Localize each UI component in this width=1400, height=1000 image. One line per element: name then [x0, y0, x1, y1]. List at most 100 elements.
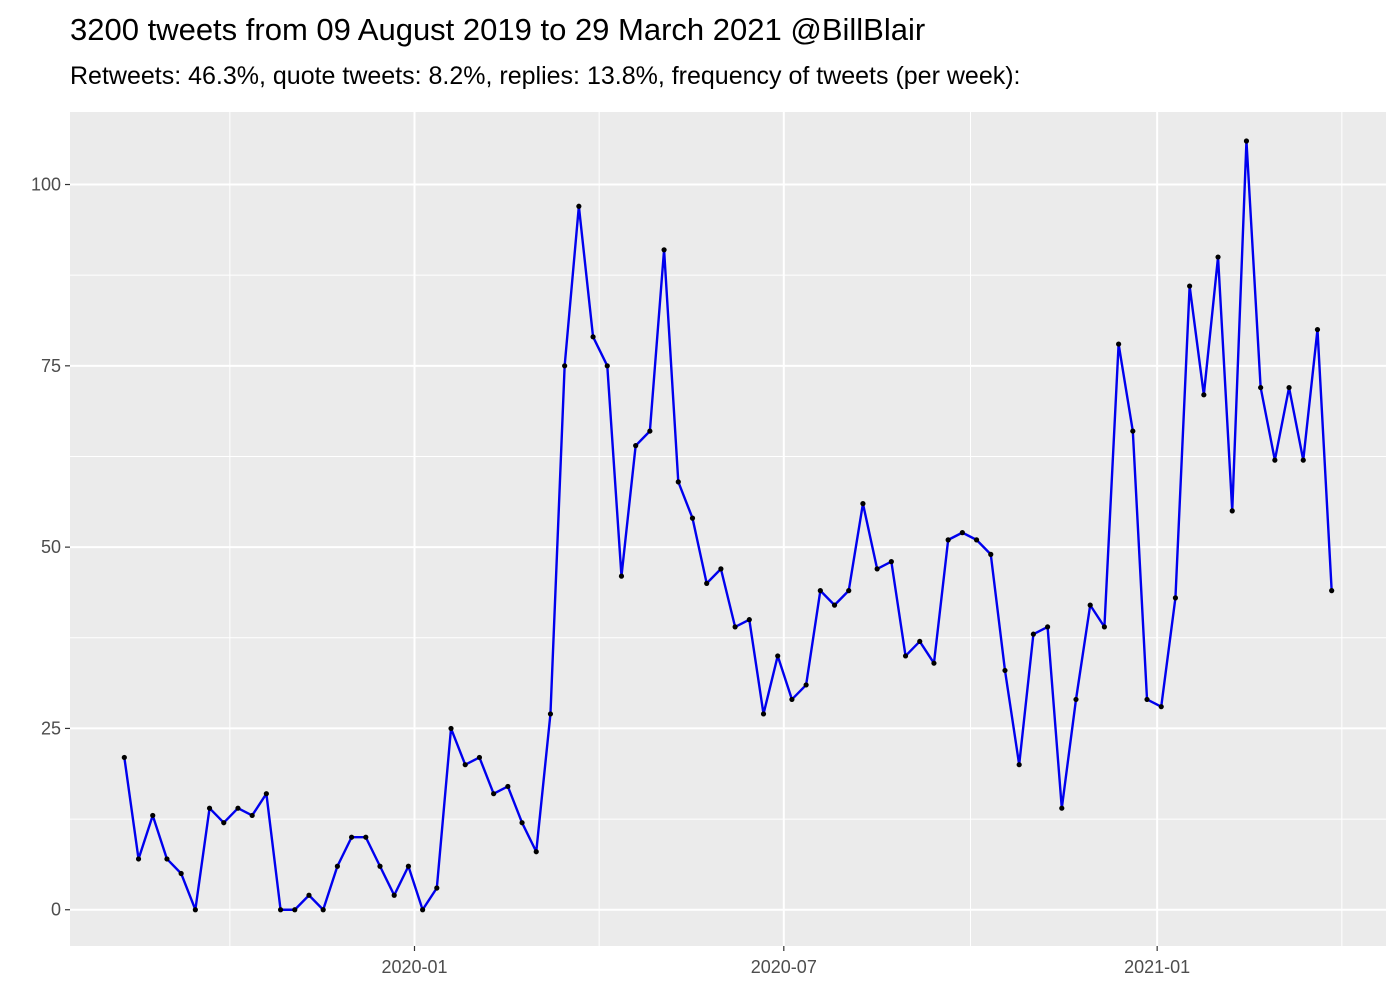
data-point	[434, 885, 440, 891]
data-point	[775, 653, 781, 659]
data-point	[547, 711, 554, 717]
data-point	[221, 820, 227, 826]
data-point	[391, 892, 397, 898]
data-point	[178, 870, 184, 877]
data-point	[491, 791, 497, 797]
data-point	[973, 537, 980, 543]
chart-subtitle: Retweets: 46.3%, quote tweets: 8.2%, rep…	[70, 62, 1021, 90]
data-point	[348, 834, 355, 840]
data-point	[1158, 704, 1164, 710]
data-point	[533, 849, 539, 855]
data-point	[874, 566, 880, 572]
data-point	[647, 428, 653, 434]
y-tick-label: 0	[51, 900, 61, 920]
data-point	[420, 907, 426, 913]
data-point	[931, 660, 937, 666]
x-axis: 2020-01 2020-07 2021-01	[381, 946, 1190, 977]
data-point	[1201, 392, 1207, 398]
data-point	[689, 515, 696, 521]
data-point	[292, 907, 298, 913]
data-point	[988, 551, 994, 557]
data-point	[1059, 805, 1065, 811]
data-point	[1087, 602, 1093, 608]
data-point	[1329, 588, 1335, 594]
chart-title: 3200 tweets from 09 August 2019 to 29 Ma…	[70, 12, 926, 47]
data-point	[959, 530, 965, 536]
data-point	[1016, 762, 1022, 768]
data-point	[803, 682, 809, 688]
data-point	[192, 907, 198, 913]
series-group	[121, 138, 1335, 913]
data-point	[1314, 326, 1321, 333]
data-point	[1130, 428, 1136, 434]
data-point	[1258, 384, 1264, 391]
data-point	[277, 907, 284, 913]
data-point	[704, 580, 710, 586]
data-point	[562, 363, 568, 369]
data-point	[1030, 631, 1036, 637]
data-point	[1172, 595, 1179, 601]
data-point	[1243, 138, 1250, 144]
data-point	[1300, 457, 1306, 463]
data-point	[334, 863, 340, 869]
data-point	[604, 363, 610, 369]
data-point	[476, 754, 483, 761]
data-point	[150, 812, 156, 819]
data-point	[576, 203, 582, 209]
data-point	[249, 812, 255, 819]
data-point	[590, 334, 596, 340]
data-point	[746, 617, 752, 623]
data-point	[519, 820, 525, 826]
data-point	[718, 566, 724, 572]
data-point	[121, 754, 127, 761]
data-point	[306, 892, 312, 898]
data-point	[448, 725, 454, 732]
series-line	[123, 139, 1333, 911]
data-point	[1229, 508, 1235, 514]
data-point	[505, 783, 511, 790]
data-point	[320, 907, 326, 913]
data-point	[661, 247, 667, 253]
data-point	[732, 624, 738, 630]
data-point	[817, 588, 823, 594]
data-point	[1286, 384, 1292, 391]
data-point	[1073, 696, 1079, 703]
data-point	[235, 805, 241, 811]
grid-minor	[70, 112, 1386, 946]
data-point	[789, 696, 795, 703]
data-point	[633, 443, 639, 449]
data-point	[902, 653, 909, 659]
data-point	[846, 588, 852, 594]
grid-major	[70, 112, 1386, 946]
data-point	[263, 791, 269, 797]
y-tick-label: 100	[31, 175, 61, 195]
data-point	[675, 479, 681, 485]
data-point	[164, 856, 170, 862]
data-point	[1144, 696, 1150, 703]
data-point	[860, 501, 866, 507]
data-point	[760, 711, 767, 717]
data-point	[1044, 624, 1051, 630]
plot-panel	[70, 112, 1386, 946]
y-tick-label: 75	[41, 356, 61, 376]
data-point	[363, 834, 369, 840]
y-axis: 0 25 50 75 100	[31, 175, 70, 920]
data-point	[135, 856, 142, 862]
x-tick-label: 2021-01	[1124, 957, 1190, 977]
data-point	[1272, 457, 1278, 463]
data-point	[618, 573, 625, 579]
data-point	[917, 638, 923, 645]
data-point	[1101, 624, 1108, 630]
data-point	[206, 805, 213, 811]
x-tick-label: 2020-07	[751, 957, 817, 977]
y-tick-label: 25	[41, 718, 61, 738]
data-point	[888, 559, 894, 565]
data-point	[945, 537, 951, 543]
data-point	[405, 863, 412, 869]
data-point	[1187, 283, 1193, 289]
data-point	[831, 602, 838, 608]
x-tick-label: 2020-01	[381, 957, 447, 977]
data-point	[377, 863, 383, 869]
data-point	[1002, 667, 1008, 674]
